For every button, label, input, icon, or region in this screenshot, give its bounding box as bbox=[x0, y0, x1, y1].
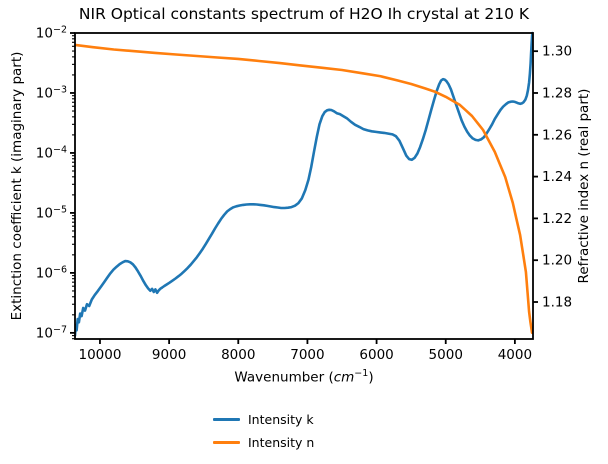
svg-text:6000: 6000 bbox=[359, 347, 393, 363]
svg-text:10−3: 10−3 bbox=[36, 84, 67, 101]
x-axis: 10000 9000 8000 7000 6000 5000 4000 bbox=[78, 339, 532, 363]
y-axis-left: 10−2 10−3 10−4 10−5 10−6 10−7 bbox=[36, 25, 75, 341]
legend: Intensity k Intensity n bbox=[213, 408, 314, 454]
y-axis-label-left: Extinction coefficient k (imaginary part… bbox=[9, 51, 25, 321]
svg-text:10−6: 10−6 bbox=[36, 264, 67, 281]
svg-text:1.30: 1.30 bbox=[542, 44, 572, 60]
svg-text:1.28: 1.28 bbox=[542, 85, 572, 101]
series-k-line bbox=[75, 31, 534, 337]
svg-text:5000: 5000 bbox=[429, 347, 463, 363]
x-axis-label-suffix: ) bbox=[368, 369, 374, 386]
svg-text:1.22: 1.22 bbox=[542, 211, 572, 227]
y-axis-right: 1.30 1.28 1.26 1.24 1.22 1.20 1.18 bbox=[533, 44, 572, 311]
svg-text:8000: 8000 bbox=[221, 347, 255, 363]
plot-frame bbox=[74, 32, 534, 340]
legend-item: Intensity n bbox=[213, 431, 314, 454]
x-axis-label-text: Wavenumber ( bbox=[234, 369, 334, 386]
x-axis-label: Wavenumber (cm−1) bbox=[75, 364, 533, 388]
svg-text:10−4: 10−4 bbox=[36, 144, 67, 161]
svg-text:10−7: 10−7 bbox=[36, 324, 67, 341]
svg-text:10000: 10000 bbox=[78, 347, 121, 363]
legend-label-n: Intensity n bbox=[248, 435, 315, 450]
svg-text:7000: 7000 bbox=[290, 347, 324, 363]
legend-line-k-swatch bbox=[213, 418, 240, 421]
y-axis-label-right: Refractive index n (real part) bbox=[576, 88, 592, 284]
legend-item: Intensity k bbox=[213, 408, 314, 431]
svg-text:1.20: 1.20 bbox=[542, 253, 572, 269]
x-axis-unit: cm bbox=[333, 369, 355, 386]
x-axis-unit-exponent: −1 bbox=[354, 368, 369, 379]
svg-text:10−5: 10−5 bbox=[36, 204, 67, 221]
chart-title: NIR Optical constants spectrum of H2O Ih… bbox=[78, 5, 530, 23]
svg-text:1.26: 1.26 bbox=[542, 127, 572, 143]
legend-label-k: Intensity k bbox=[248, 412, 314, 427]
series-lines bbox=[75, 31, 534, 337]
series-n-line bbox=[75, 43, 534, 335]
legend-line-n-swatch bbox=[213, 441, 240, 444]
svg-text:1.18: 1.18 bbox=[542, 295, 572, 311]
svg-text:1.24: 1.24 bbox=[542, 169, 572, 185]
svg-text:9000: 9000 bbox=[152, 347, 186, 363]
svg-text:4000: 4000 bbox=[498, 347, 532, 363]
svg-text:10−2: 10−2 bbox=[36, 25, 67, 42]
